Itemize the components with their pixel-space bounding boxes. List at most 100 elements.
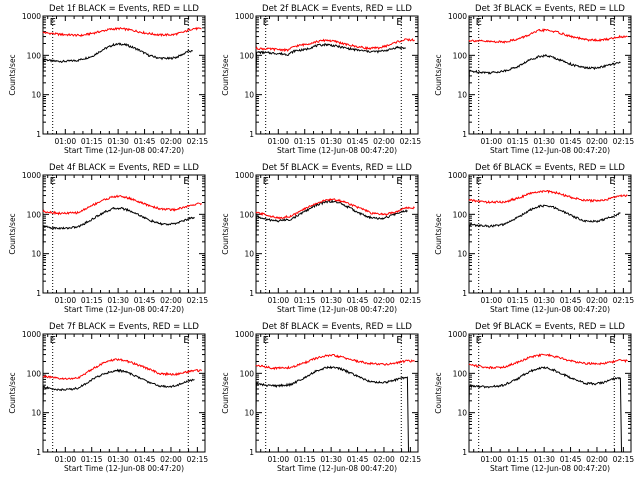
- lld-series-line: [468, 189, 628, 204]
- x-tick-label: 01:15: [294, 137, 316, 146]
- x-tick-label: 02:00: [586, 296, 608, 305]
- lld-series-line: [255, 354, 415, 371]
- y-tick-label: 1: [462, 130, 467, 139]
- y-tick-label: 1: [249, 130, 254, 139]
- lld-series-line: [42, 358, 202, 381]
- x-tick-label: 02:15: [400, 455, 422, 464]
- x-tick-label: 02:15: [187, 296, 209, 305]
- x-tick-label: 01:30: [320, 455, 342, 464]
- y-tick-label: 100: [240, 210, 255, 219]
- detector-panel-9: Det 9f BLACK = Events, RED = LLD 1 10 100 10…: [434, 322, 634, 473]
- y-tick-label: 100: [453, 51, 468, 60]
- plot-frame: [468, 333, 632, 453]
- e-marker-label: E: [476, 17, 482, 28]
- x-tick-label: 01:45: [347, 455, 369, 464]
- events-series-line: [42, 368, 195, 413]
- y-axis-label: Counts/sec: [8, 213, 17, 254]
- x-tick-label: 01:45: [347, 296, 369, 305]
- e-marker-label: E: [50, 176, 56, 187]
- y-tick-label: 10: [244, 250, 254, 259]
- x-tick-label: 02:00: [586, 455, 608, 464]
- y-tick-label: 1: [249, 448, 254, 457]
- x-tick-label: 01:45: [134, 296, 156, 305]
- detector-panel-5: Det 5f BLACK = Events, RED = LLD 1 10 100 10…: [221, 163, 421, 314]
- y-axis-label: Counts/sec: [8, 54, 17, 95]
- x-axis-label: Start Time (12-Jun-08 00:47:20): [490, 146, 610, 155]
- x-tick-label: 01:15: [507, 296, 529, 305]
- y-tick-label: 1000: [22, 171, 41, 180]
- e-marker-label: E: [609, 17, 615, 28]
- y-tick-label: 100: [240, 369, 255, 378]
- lld-series-line: [42, 194, 202, 216]
- events-series-line: [255, 42, 406, 80]
- lld-series-line: [255, 198, 415, 220]
- x-tick-label: 02:00: [373, 455, 395, 464]
- plot-frame: [42, 174, 206, 294]
- lld-series-line: [468, 27, 628, 44]
- x-axis-label: Start Time (12-Jun-08 00:47:20): [490, 305, 610, 314]
- y-tick-label: 1000: [235, 12, 254, 21]
- x-tick-label: 01:15: [81, 137, 103, 146]
- x-tick-label: 01:00: [267, 137, 289, 146]
- x-tick-label: 02:15: [613, 137, 635, 146]
- y-tick-label: 1000: [448, 171, 467, 180]
- x-axis-label: Start Time (12-Jun-08 00:47:20): [64, 464, 184, 473]
- lld-series-line: [255, 37, 415, 53]
- x-tick-label: 01:15: [294, 455, 316, 464]
- events-series-line: [42, 42, 193, 83]
- y-axis-label: Counts/sec: [221, 372, 230, 413]
- events-series-line: [255, 198, 408, 247]
- x-tick-label: 02:15: [187, 455, 209, 464]
- plot-frame: [468, 15, 632, 135]
- x-tick-label: 01:00: [480, 455, 502, 464]
- detector-panel-7: Det 7f BLACK = Events, RED = LLD 1 10 100 10…: [8, 322, 208, 473]
- events-series-line: [468, 366, 622, 453]
- x-tick-label: 01:30: [533, 455, 555, 464]
- x-tick-label: 01:15: [294, 296, 316, 305]
- e-marker-label: E: [183, 335, 189, 346]
- y-tick-label: 1000: [22, 12, 41, 21]
- x-tick-label: 01:00: [480, 137, 502, 146]
- x-tick-label: 01:00: [267, 296, 289, 305]
- e-marker-label: E: [396, 335, 402, 346]
- x-axis-label: Start Time (12-Jun-08 00:47:20): [490, 464, 610, 473]
- plot-frame: [255, 174, 419, 294]
- plot-frame: [42, 333, 206, 453]
- lld-series-line: [42, 26, 202, 38]
- panel-title: Det 8f BLACK = Events, RED = LLD: [262, 322, 412, 332]
- y-tick-label: 100: [240, 51, 255, 60]
- y-tick-label: 10: [457, 409, 467, 418]
- panel-title: Det 7f BLACK = Events, RED = LLD: [49, 322, 199, 332]
- y-tick-label: 1: [36, 448, 41, 457]
- x-axis-label: Start Time (12-Jun-08 00:47:20): [277, 464, 397, 473]
- x-tick-label: 01:30: [320, 296, 342, 305]
- y-tick-label: 1000: [235, 171, 254, 180]
- detector-panel-8: Det 8f BLACK = Events, RED = LLD 1 10 100 10…: [221, 322, 421, 473]
- e-marker-label: E: [263, 335, 269, 346]
- x-tick-label: 01:00: [54, 296, 76, 305]
- x-tick-label: 02:00: [373, 296, 395, 305]
- x-tick-label: 01:45: [134, 137, 156, 146]
- detector-panel-2: Det 2f BLACK = Events, RED = LLD 1 10 100 10…: [221, 4, 421, 155]
- events-series-line: [468, 204, 621, 251]
- y-tick-label: 100: [27, 210, 42, 219]
- y-tick-label: 100: [453, 210, 468, 219]
- x-tick-label: 02:15: [187, 137, 209, 146]
- detector-panel-1: Det 1f BLACK = Events, RED = LLD 1 10 100 10…: [8, 4, 208, 155]
- panel-title: Det 2f BLACK = Events, RED = LLD: [262, 4, 412, 14]
- e-marker-label: E: [396, 17, 402, 28]
- panel-title: Det 1f BLACK = Events, RED = LLD: [49, 4, 199, 14]
- x-tick-label: 02:00: [160, 296, 182, 305]
- x-tick-label: 01:00: [480, 296, 502, 305]
- y-axis-label: Counts/sec: [434, 54, 443, 95]
- plot-frame: [255, 333, 419, 453]
- x-axis-label: Start Time (12-Jun-08 00:47:20): [64, 305, 184, 314]
- x-tick-label: 01:30: [107, 455, 129, 464]
- y-axis-label: Counts/sec: [434, 213, 443, 254]
- x-axis-label: Start Time (12-Jun-08 00:47:20): [277, 305, 397, 314]
- x-tick-label: 01:30: [320, 137, 342, 146]
- e-marker-label: E: [476, 176, 482, 187]
- e-marker-label: E: [476, 335, 482, 346]
- y-tick-label: 1000: [448, 12, 467, 21]
